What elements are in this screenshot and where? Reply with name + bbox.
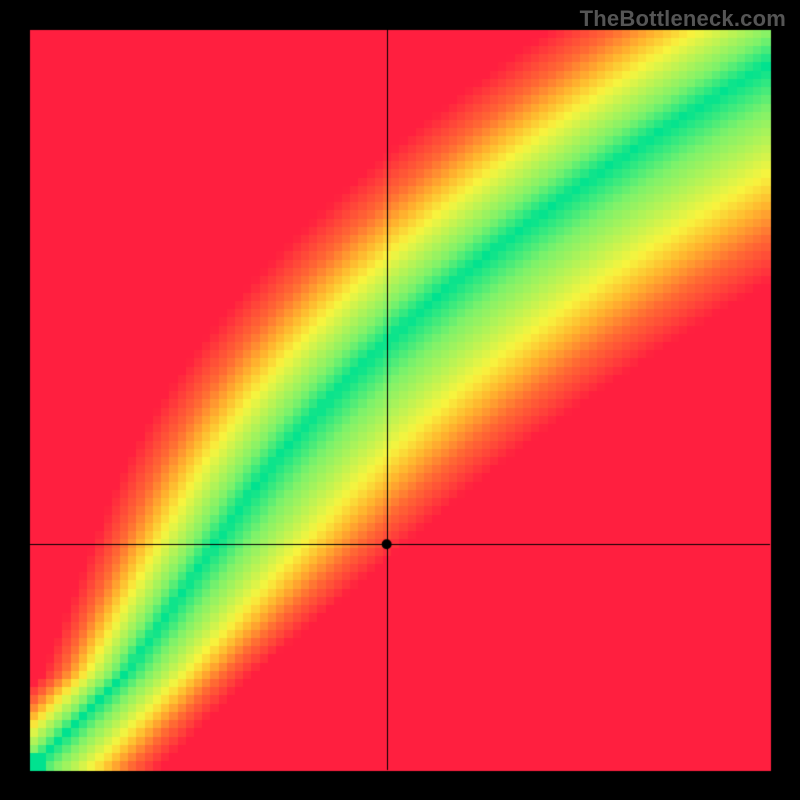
bottleneck-heatmap bbox=[0, 0, 800, 800]
watermark-text: TheBottleneck.com bbox=[580, 6, 786, 32]
